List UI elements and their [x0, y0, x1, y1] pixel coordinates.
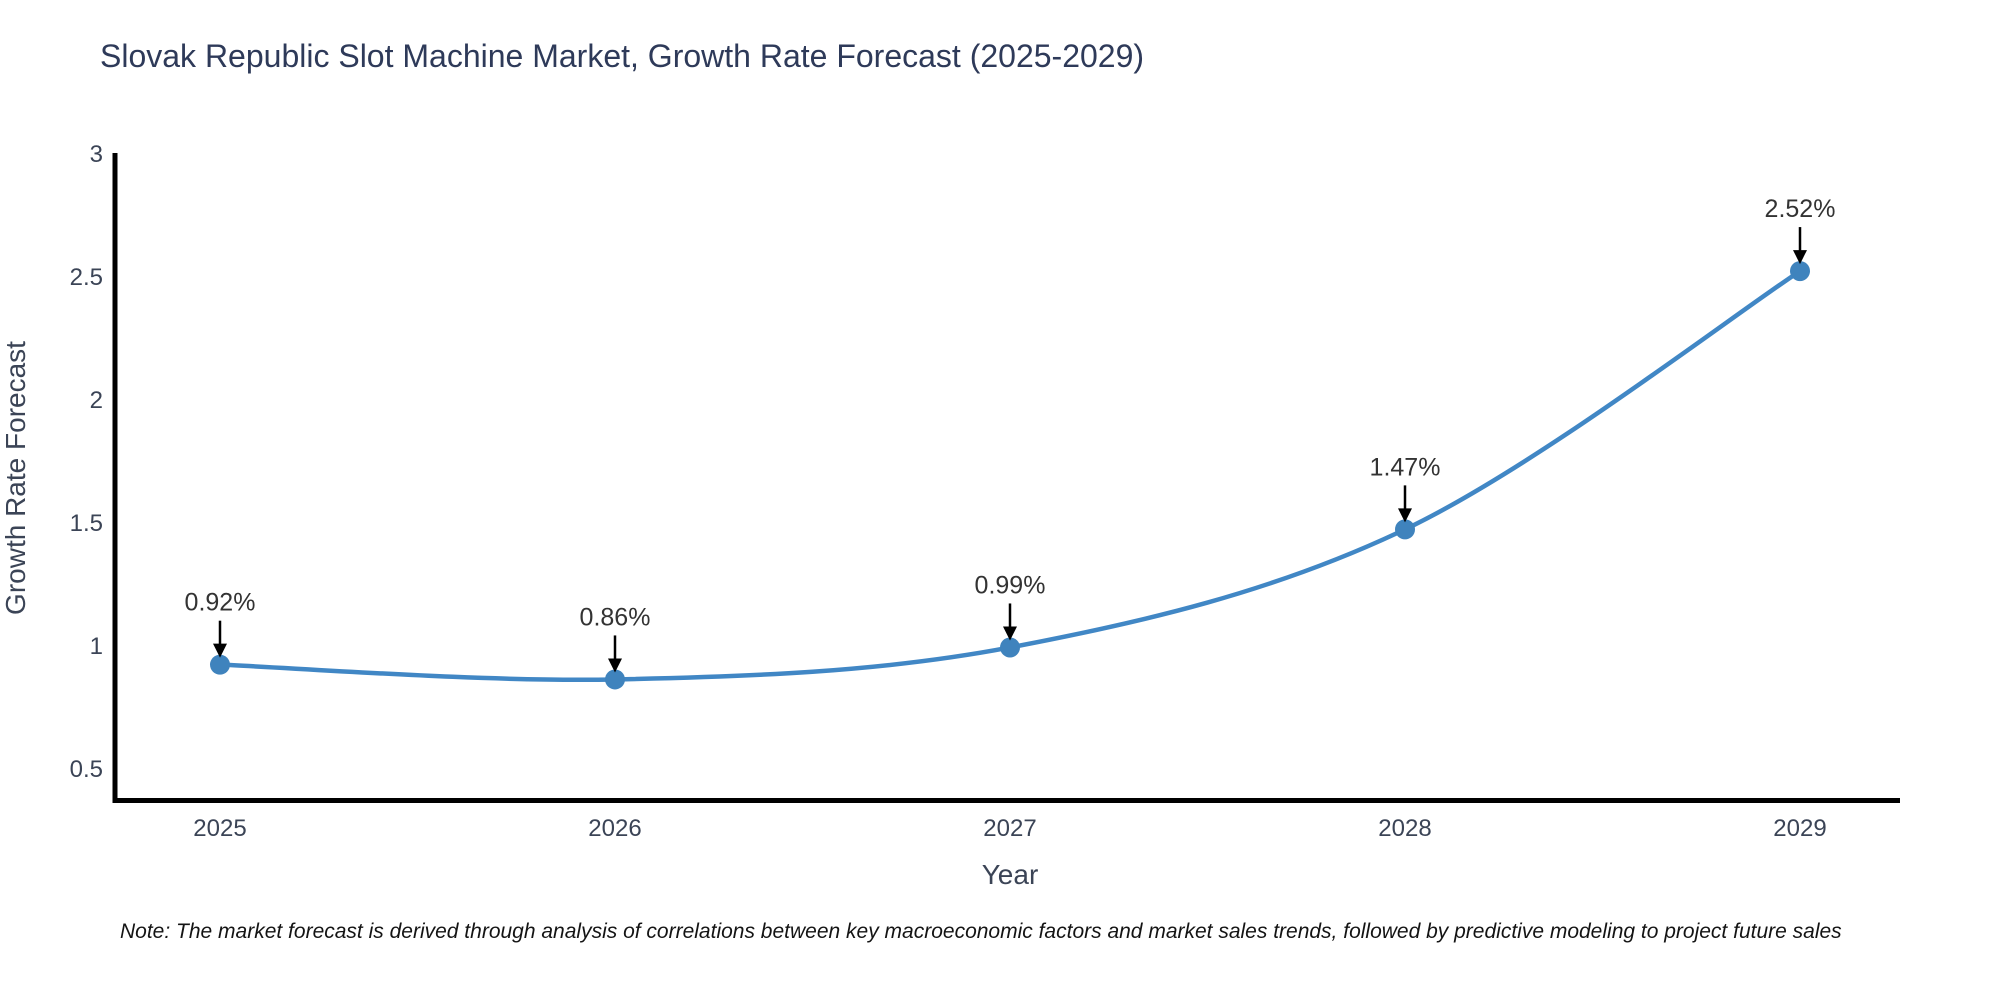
y-tick-label: 3: [90, 141, 103, 168]
x-axis-title: Year: [982, 859, 1039, 890]
annotation-label: 2.52%: [1765, 195, 1836, 223]
annotation-label: 0.92%: [185, 589, 256, 617]
annotation-label: 0.86%: [580, 603, 651, 631]
x-tick-label: 2027: [983, 815, 1036, 842]
annotation-arrowhead: [213, 643, 227, 658]
y-axis-title: Growth Rate Forecast: [0, 341, 31, 615]
y-tick-label: 1: [90, 633, 103, 660]
annotation-arrowhead: [1793, 250, 1807, 265]
data-point-marker: [605, 669, 625, 690]
x-tick-label: 2025: [193, 815, 246, 842]
y-tick-label: 0.5: [70, 756, 103, 783]
y-tick-label: 2: [90, 387, 103, 414]
data-point-marker: [1000, 637, 1020, 658]
annotation-label: 0.99%: [975, 571, 1046, 599]
chart-title: Slovak Republic Slot Machine Market, Gro…: [100, 38, 1145, 74]
annotation-arrowhead: [608, 658, 622, 673]
data-point-marker: [1790, 261, 1810, 282]
x-tick-label: 2029: [1773, 815, 1826, 842]
y-tick-label: 1.5: [70, 510, 103, 537]
footnote: Note: The market forecast is derived thr…: [120, 920, 1842, 943]
annotation-arrowhead: [1003, 626, 1017, 641]
annotation-label: 1.47%: [1370, 453, 1441, 481]
x-tick-label: 2028: [1378, 815, 1431, 842]
y-tick-label: 2.5: [70, 264, 103, 291]
annotation-arrowhead: [1398, 508, 1412, 523]
data-point-marker: [1395, 519, 1415, 540]
x-tick-label: 2026: [588, 815, 641, 842]
data-point-marker: [210, 654, 230, 675]
